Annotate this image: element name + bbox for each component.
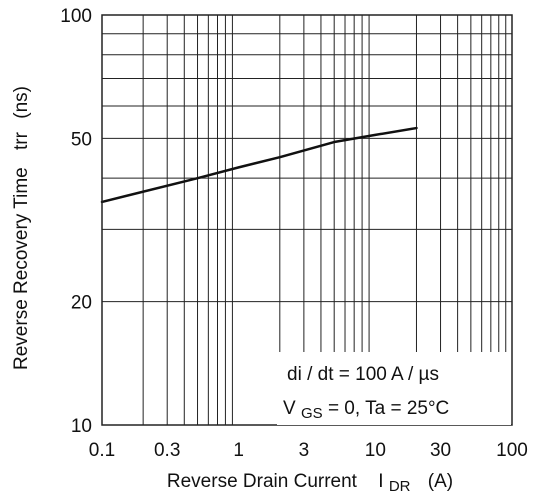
series-line [100, 126, 418, 204]
annotation-vgs-ta: V GS = 0, Ta = 25°C [283, 398, 449, 423]
x-tick-label: 3 [299, 440, 310, 461]
annotation-background [277, 352, 511, 425]
annotation-gs-subscript: GS [301, 405, 323, 422]
x-tick-label: 100 [496, 440, 528, 461]
y-tick-label: 10 [71, 416, 92, 437]
x-axis-symbol: I [378, 471, 383, 492]
y-tick-label: 50 [71, 129, 92, 150]
annotation-v-symbol: V [283, 398, 296, 419]
y-axis-unit: (ns) [11, 86, 32, 119]
x-tick-label: 0.1 [89, 440, 115, 461]
annotation-di-dt: di / dt = 100 A / µs [287, 364, 439, 385]
x-tick-label: 10 [365, 440, 386, 461]
x-tick-labels: 0.1 0.3 1 3 10 30 100 [89, 440, 528, 461]
y-tick-labels: 10 20 50 100 [60, 6, 92, 437]
x-tick-label: 30 [430, 440, 451, 461]
x-axis-symbol-subscript: DR [389, 478, 411, 495]
x-axis-title: Reverse Drain Current I DR (A) [167, 471, 453, 496]
y-tick-label: 20 [71, 293, 92, 314]
y-axis-title: Reverse Recovery Time trr (ns) [11, 86, 32, 370]
x-tick-label: 0.3 [154, 440, 180, 461]
x-axis-label: Reverse Drain Current [167, 471, 358, 492]
annotation-vgs-rest: = 0, Ta = 25°C [328, 398, 449, 419]
x-tick-label: 1 [233, 440, 244, 461]
y-axis-symbol: trr [11, 131, 32, 150]
y-axis-label: Reverse Recovery Time [11, 167, 32, 370]
y-tick-label: 100 [60, 6, 92, 27]
x-axis-unit: (A) [428, 471, 453, 492]
annotation-box: di / dt = 100 A / µs V GS = 0, Ta = 25°C [277, 352, 511, 425]
